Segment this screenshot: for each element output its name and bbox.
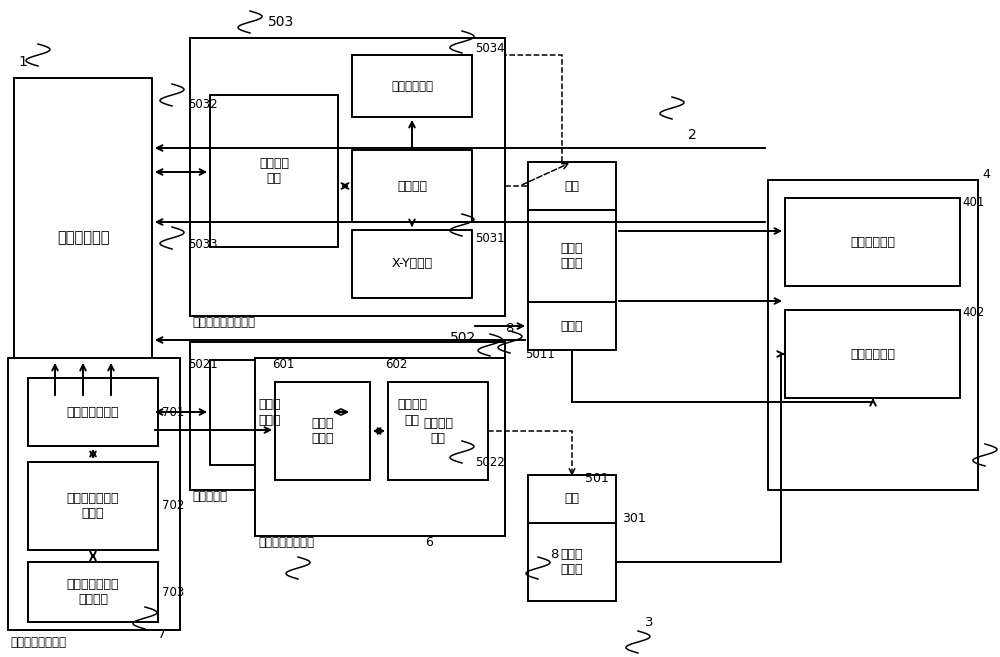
Text: 6: 6	[425, 535, 433, 549]
Text: 702: 702	[162, 499, 184, 512]
Text: 402: 402	[962, 306, 984, 319]
Text: 变温保温装置: 变温保温装置	[850, 235, 895, 248]
Text: 样品夹
持装置: 样品夹 持装置	[561, 548, 583, 576]
Text: 有限元计算模块: 有限元计算模块	[67, 405, 119, 419]
Text: 601: 601	[272, 359, 294, 371]
Text: 静压形变测试装置: 静压形变测试装置	[258, 535, 314, 549]
Text: 光学单元: 光学单元	[397, 179, 427, 193]
Bar	[528, 210, 616, 302]
Text: 703: 703	[162, 585, 184, 599]
Text: 材料参数反演模块: 材料参数反演模块	[10, 635, 66, 648]
Bar	[190, 38, 505, 316]
Text: 7: 7	[158, 629, 166, 641]
Text: 样品夹
持装置: 样品夹 持装置	[561, 242, 583, 270]
Bar	[8, 358, 180, 630]
Text: 多普勒激光测振装置: 多普勒激光测振装置	[192, 315, 255, 328]
Text: 功率放大器: 功率放大器	[192, 491, 227, 503]
Text: 5032: 5032	[188, 99, 218, 112]
Bar	[785, 198, 960, 286]
Text: 样品: 样品	[565, 493, 580, 505]
Bar	[528, 302, 616, 350]
Bar	[528, 162, 616, 210]
Bar	[528, 475, 616, 523]
Text: 数据传输单元: 数据传输单元	[391, 79, 433, 93]
Bar	[477, 55, 562, 186]
Text: 3: 3	[645, 616, 654, 629]
Text: 8: 8	[505, 321, 513, 334]
Bar	[28, 562, 158, 622]
Text: 数据传
输单元: 数据传 输单元	[311, 417, 334, 445]
Text: 调制解调
单元: 调制解调 单元	[259, 157, 289, 185]
Bar	[768, 180, 978, 490]
Text: 变压保压装置: 变压保压装置	[850, 348, 895, 361]
Text: 5011: 5011	[525, 348, 555, 361]
Bar	[210, 95, 338, 247]
Bar	[28, 378, 158, 446]
Text: 4: 4	[982, 168, 990, 181]
Text: 501: 501	[585, 472, 609, 484]
Text: 换能器: 换能器	[561, 319, 583, 332]
Bar	[210, 360, 330, 465]
Text: 2: 2	[688, 128, 697, 142]
Text: 503: 503	[268, 15, 294, 29]
Bar	[352, 55, 472, 117]
Bar	[388, 382, 488, 480]
Text: X-Y扫描镜: X-Y扫描镜	[391, 258, 433, 271]
Text: 5021: 5021	[188, 359, 218, 371]
Text: 301: 301	[622, 512, 646, 524]
Text: 5033: 5033	[188, 238, 218, 252]
Bar	[255, 358, 505, 536]
Text: 5034: 5034	[475, 41, 505, 55]
Text: 样品: 样品	[565, 179, 580, 193]
Bar	[190, 342, 505, 490]
Text: 测试控制系统: 测试控制系统	[57, 231, 109, 246]
Bar	[275, 382, 370, 480]
Bar	[528, 523, 616, 601]
Text: 401: 401	[962, 196, 984, 208]
Text: 5022: 5022	[475, 455, 505, 468]
Bar	[352, 230, 472, 298]
Bar	[352, 360, 472, 465]
Text: 形变测试
单元: 形变测试 单元	[423, 417, 453, 445]
Bar	[352, 150, 472, 222]
Bar	[14, 78, 152, 398]
Text: 功率放大
单元: 功率放大 单元	[397, 399, 427, 426]
Text: 8: 8	[550, 549, 558, 562]
Text: 参数反演优化计
算模块: 参数反演优化计 算模块	[67, 492, 119, 520]
Text: 温频等效主曲线
拟合模块: 温频等效主曲线 拟合模块	[67, 578, 119, 606]
Text: 5031: 5031	[475, 231, 505, 244]
Text: 1: 1	[18, 55, 27, 69]
Text: 602: 602	[385, 359, 407, 371]
Text: 阻抗匹
配单元: 阻抗匹 配单元	[259, 399, 281, 426]
Text: 701: 701	[162, 405, 184, 419]
Bar	[785, 310, 960, 398]
Text: 502: 502	[450, 331, 476, 345]
Bar	[28, 462, 158, 550]
